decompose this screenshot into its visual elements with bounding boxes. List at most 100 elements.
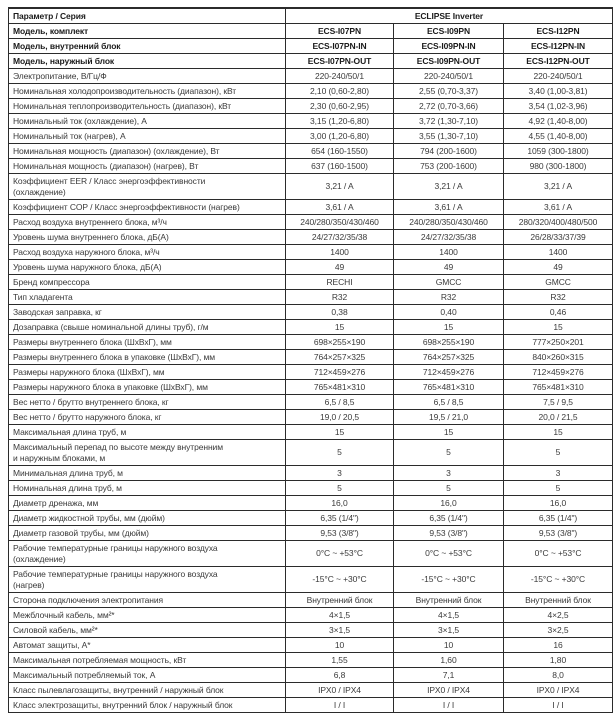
value-cell: 654 (160-1550) [285,143,394,159]
param-label-cell: Дозаправка (свыше номинальной длины труб… [8,319,286,335]
value-cell: 765×481×310 [503,379,613,395]
param-label-cell: Модель, внутренний блок [8,38,286,54]
param-label-cell: Номинальная теплопроизводительность (диа… [8,98,286,114]
value-cell: 3,72 (1,30-7,10) [393,113,504,129]
value-cell: 1400 [503,244,613,260]
param-label-cell: Размеры наружного блока в упаковке (ШхВх… [8,379,286,395]
param-label-cell: Расход воздуха внутреннего блока, м³/ч [8,214,286,230]
value-cell: 15 [393,319,504,335]
param-label-cell: Тип хладагента [8,289,286,305]
table-row: Коэффициент EER / Класс энергоэффективно… [8,173,613,200]
value-cell: 5 [503,480,613,496]
value-cell: 16,0 [285,495,394,511]
value-cell: 3,54 (1,02-3,96) [503,98,613,114]
value-cell: GMCC [393,274,504,290]
value-cell: 3,40 (1,00-3,81) [503,83,613,99]
value-cell: 3 [503,465,613,481]
value-cell: 6,8 [285,667,394,683]
value-cell: 49 [285,259,394,275]
value-cell: 3,21 / A [285,173,394,200]
table-row: Вес нетто / брутто внутреннего блока, кг… [8,394,613,410]
value-cell: 6,35 (1/4") [285,510,394,526]
param-label-cell: Максимальная длина труб, м [8,424,286,440]
value-cell: 16,0 [393,495,504,511]
value-cell: -15°C ~ +30°C [285,566,394,593]
value-cell: 637 (160-1500) [285,158,394,174]
value-cell: 3,21 / A [503,173,613,200]
value-cell: 9,53 (3/8") [393,525,504,541]
param-label-cell: Номинальная мощность (диапазон) (нагрев)… [8,158,286,174]
value-cell: 3,61 / A [285,199,394,215]
value-cell: 3×1,5 [393,622,504,638]
value-cell: 280/320/400/480/500 [503,214,613,230]
table-row: Уровень шума внутреннего блока, дБ(А) 24/… [8,229,613,245]
param-label-cell: Максимальная потребляемая мощность, кВт [8,652,286,668]
param-label-cell: Электропитание, В/Гц/Ф [8,68,286,84]
param-label-cell: Модель, комплект [8,23,286,39]
value-cell: 1400 [285,244,394,260]
value-cell: 764×257×325 [285,349,394,365]
param-label-cell: Заводская заправка, кг [8,304,286,320]
value-cell: ECS-I12PN [503,23,613,39]
value-cell: I / I [393,697,504,713]
table-row: Размеры внутреннего блока в упаковке (Шх… [8,349,613,365]
table-row: Номинальная холодопроизводительность (ди… [8,83,613,99]
value-cell: 0°C ~ +53°C [503,540,613,567]
value-cell: 1059 (300-1800) [503,143,613,159]
table-row: Номинальная теплопроизводительность (диа… [8,98,613,114]
value-cell: 220-240/50/1 [393,68,504,84]
param-label-cell: Класс электрозащиты, внутренний блок / н… [8,697,286,713]
value-cell: IPX0 / IPX4 [393,682,504,698]
param-label-cell: Размеры внутреннего блока (ШхВхГ), мм [8,334,286,350]
param-label-cell: Бренд компрессора [8,274,286,290]
param-label-cell: Класс пылевлагозащиты, внутренний / нару… [8,682,286,698]
table-row: Модель, комплект ECS-I07PN ECS-I09PN ECS-I1… [8,23,613,39]
param-label-cell: Максимальный потребляемый ток, А [8,667,286,683]
table-row: Расход воздуха внутреннего блока, м³/ч 24… [8,214,613,230]
param-label-cell: Межблочный кабель, мм²* [8,607,286,623]
value-cell: 3,61 / A [503,199,613,215]
value-cell: R32 [393,289,504,305]
table-row: Рабочие температурные границы наружного … [8,540,613,567]
value-cell: I / I [285,697,394,713]
param-label-cell: Номинальный ток (нагрев), А [8,128,286,144]
value-cell: 3 [393,465,504,481]
value-cell: 3,15 (1,20-6,80) [285,113,394,129]
value-cell: 10 [393,637,504,653]
value-cell: 49 [393,259,504,275]
table-row: Модель, внутренний блок ECS-I07PN-IN ECS-I… [8,38,613,54]
value-cell: Внутренний блок [503,592,613,608]
value-cell: 765×481×310 [285,379,394,395]
param-label-cell: Диаметр жидкостной трубы, мм (дюйм) [8,510,286,526]
param-series-header-cell: Параметр / Серия [8,7,286,24]
value-cell: 220-240/50/1 [285,68,394,84]
value-cell: 1,55 [285,652,394,668]
value-cell: ECS-I09PN-IN [393,38,504,54]
value-cell: -15°C ~ +30°C [393,566,504,593]
value-cell: 2,10 (0,60-2,80) [285,83,394,99]
value-cell: 4×1,5 [393,607,504,623]
value-cell: 24/27/32/35/38 [393,229,504,245]
table-row: Уровень шума наружного блока, дБ(А) 49 49 4… [8,259,613,275]
table-row: Бренд компрессора RECHI GMCC GMCC [8,274,613,290]
param-label-cell: Силовой кабель, мм²* [8,622,286,638]
value-cell: 9,53 (3/8") [285,525,394,541]
value-cell: 698×255×190 [285,334,394,350]
param-label-cell: Сторона подключения электропитания [8,592,286,608]
table-row: Размеры внутреннего блока (ШхВхГ), мм 698… [8,334,613,350]
table-row: Диаметр газовой трубы, мм (дюйм) 9,53 (3/… [8,525,613,541]
value-cell: 3,21 / A [393,173,504,200]
table-row: Номинальный ток (охлаждение), А 3,15 (1,2… [8,113,613,129]
value-cell: 1,60 [393,652,504,668]
value-cell: 240/280/350/430/460 [393,214,504,230]
table-row: Вес нетто / брутто наружного блока, кг 19… [8,409,613,425]
value-cell: 24/27/32/35/38 [285,229,394,245]
value-cell: ECS-I07PN-IN [285,38,394,54]
value-cell: 0°C ~ +53°C [393,540,504,567]
series-name-cell: ECLIPSE Inverter [285,7,613,24]
table-row: Максимальная длина труб, м 15 15 15 [8,424,613,440]
value-cell: 753 (200-1600) [393,158,504,174]
value-cell: 1400 [393,244,504,260]
